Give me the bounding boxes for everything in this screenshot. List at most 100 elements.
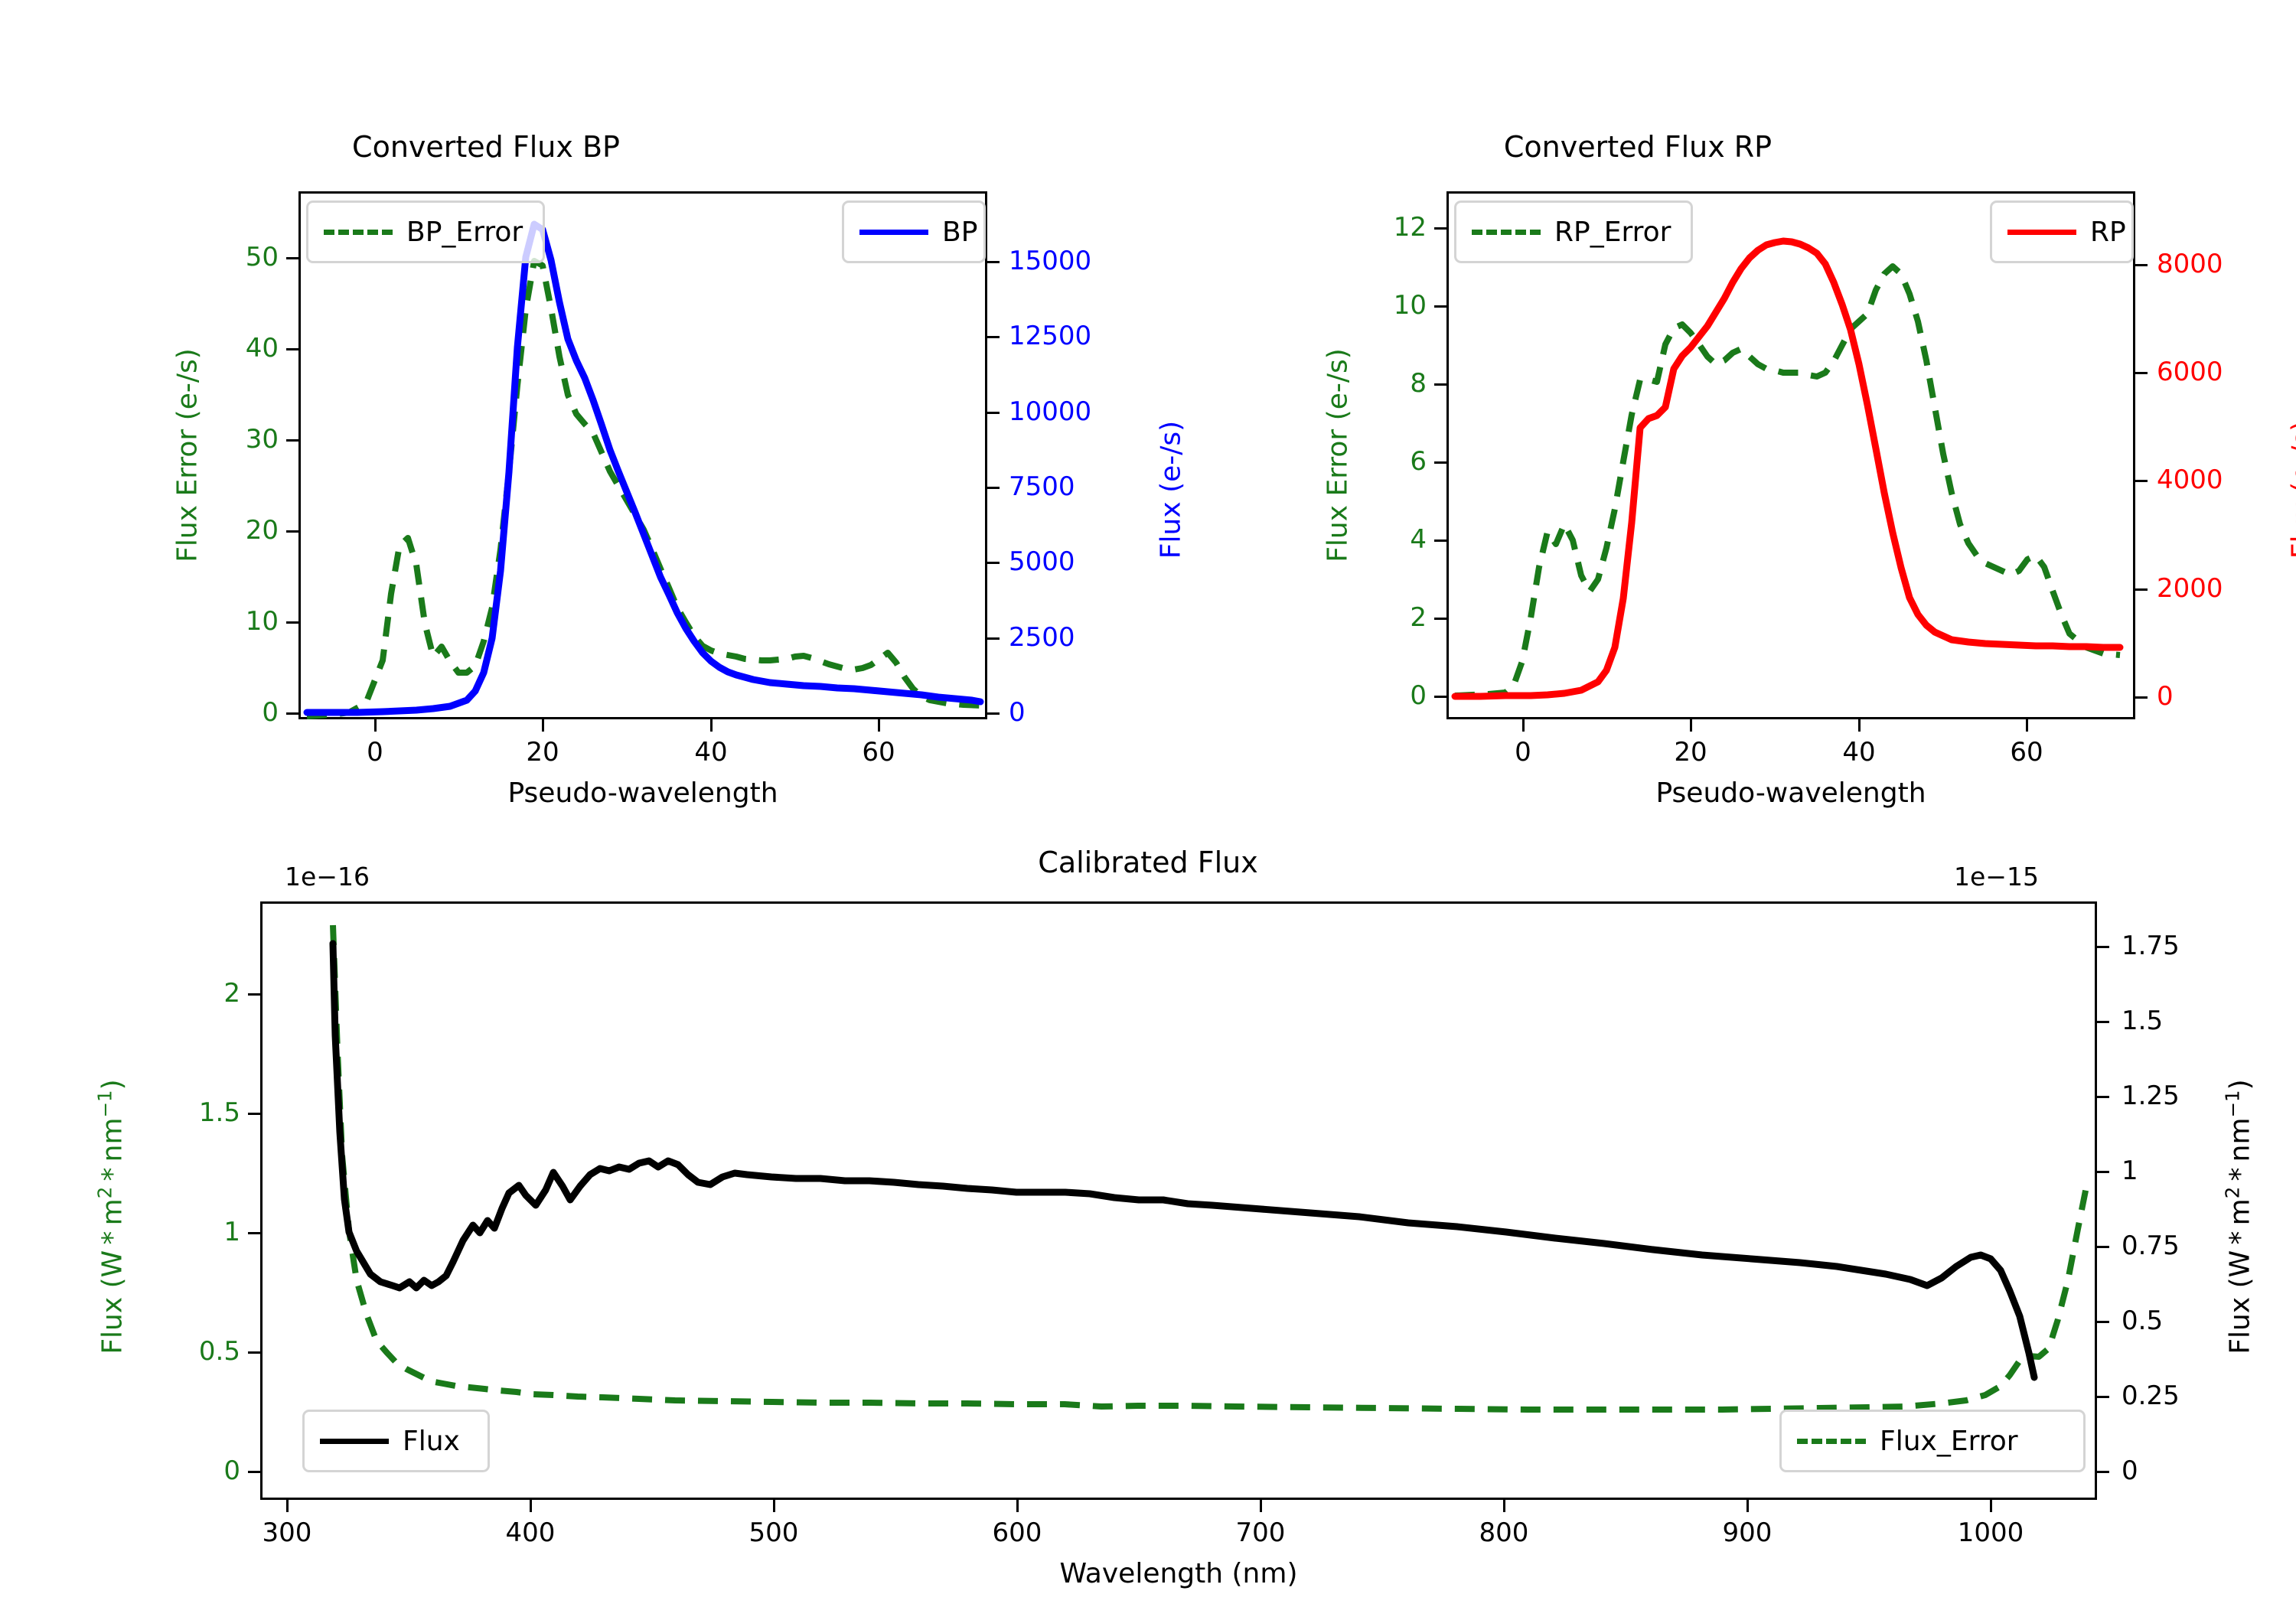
bp-ytick-label-50: 50	[245, 242, 279, 272]
bp-ytick-label-0: 0	[262, 697, 279, 728]
calibrated-flux-error-legend-label: Flux_Error	[1880, 1425, 2018, 1457]
rp-ylabel-right: Flux (e-/s)	[2286, 420, 2296, 559]
bp-ytick-label-30: 30	[245, 424, 279, 455]
bp-ytick-label-40: 40	[245, 333, 279, 363]
bp-y2tick-mark-7500	[987, 487, 1000, 489]
bp-error-legend-label: BP_Error	[406, 216, 523, 248]
bp-y2tick-label-12500: 12500	[1009, 321, 1092, 351]
rp-ytick-label-12: 12	[1393, 212, 1427, 243]
cal-y2tick-label-000: 0	[2122, 1455, 2138, 1486]
cal-xtick-label-800: 800	[1479, 1517, 1529, 1548]
bp-xtick-mark-0	[374, 719, 377, 732]
rp-flux-legend[interactable]: RP	[1990, 200, 2134, 263]
cal-xtick-label-900: 900	[1722, 1517, 1773, 1548]
bp-xtick-label-60: 60	[862, 737, 895, 768]
rp-ylabel-left: Flux Error (e-/s)	[1322, 348, 1354, 562]
bp-ytick-mark-10	[286, 621, 298, 624]
rp-ytick-mark-6	[1434, 461, 1446, 464]
calibrated-flux-error-legend[interactable]: Flux_Error	[1779, 1410, 2086, 1472]
bp-y2tick-mark-15000	[987, 261, 1000, 263]
rp-y2tick-label-2000: 2000	[2157, 573, 2223, 604]
rp-flux-legend-label: RP	[2090, 216, 2126, 248]
rp-error-curve	[1454, 263, 2121, 699]
rp-ytick-label-2: 2	[1410, 602, 1427, 633]
bp-flux-legend[interactable]: BP	[842, 200, 986, 263]
cal-xtick-mark-600	[1016, 1500, 1019, 1512]
cal-xtick-mark-900	[1746, 1500, 1749, 1512]
calibrated-offset-right: 1e−15	[1954, 862, 2039, 892]
calibrated-flux-legend-swatch	[320, 1438, 389, 1444]
bp-xtick-label-20: 20	[526, 737, 559, 768]
rp-error-legend-swatch	[1472, 229, 1541, 235]
rp-y2tick-mark-4000	[2135, 480, 2148, 482]
bp-xtick-mark-40	[710, 719, 713, 732]
calibrated-plot-title: Calibrated Flux	[1038, 846, 1258, 879]
rp-plot-title: Converted Flux RP	[1503, 130, 1773, 164]
bp-y2tick-mark-2500	[987, 637, 1000, 640]
rp-xtick-mark-60	[2026, 719, 2028, 732]
bp-y2tick-label-2500: 2500	[1009, 622, 1075, 653]
cal-xtick-label-500: 500	[748, 1517, 799, 1548]
cal-y2tick-label-050: 0.5	[2122, 1305, 2164, 1336]
calibrated-flux-legend-label: Flux	[403, 1425, 460, 1457]
cal-xtick-label-600: 600	[992, 1517, 1042, 1548]
bp-flux-curve	[303, 220, 984, 716]
panel-converted-flux-bp: Converted Flux BP 0 10 20 30 40 50 Flux …	[0, 0, 1187, 819]
cal-ytick-label-15: 1.5	[198, 1097, 240, 1128]
calibrated-flux-error-curve	[330, 924, 2091, 1413]
cal-xtick-mark-1000	[1990, 1500, 1992, 1512]
rp-y2tick-label-0: 0	[2157, 681, 2174, 712]
rp-xtick-mark-0	[1522, 719, 1525, 732]
panel-calibrated-flux: Calibrated Flux 1e−16 1e−15 0 0.5 1 1.5 …	[0, 819, 2296, 1607]
cal-y2tick-mark-000	[2097, 1471, 2109, 1473]
rp-ytick-mark-0	[1434, 696, 1446, 698]
rp-xlabel: Pseudo-wavelength	[1655, 777, 1926, 809]
cal-ytick-mark-05	[248, 1351, 260, 1354]
cal-y2tick-mark-125	[2097, 1096, 2109, 1098]
bp-xtick-label-0: 0	[367, 737, 383, 768]
cal-y2tick-mark-050	[2097, 1321, 2109, 1323]
calibrated-axes-frame	[260, 901, 2097, 1500]
bp-y2tick-label-15000: 15000	[1009, 246, 1092, 276]
rp-y2tick-label-8000: 8000	[2157, 249, 2223, 279]
rp-ytick-mark-8	[1434, 383, 1446, 386]
bp-flux-legend-label: BP	[942, 216, 978, 248]
rp-axes-frame	[1446, 191, 2135, 719]
rp-ytick-mark-10	[1434, 305, 1446, 308]
rp-flux-legend-swatch	[2007, 229, 2076, 235]
bp-flux-legend-swatch	[859, 229, 928, 235]
bp-y2tick-mark-12500	[987, 336, 1000, 338]
cal-xtick-mark-800	[1503, 1500, 1505, 1512]
cal-xtick-label-400: 400	[505, 1517, 556, 1548]
bp-y2tick-mark-10000	[987, 412, 1000, 414]
bp-error-curve	[306, 258, 981, 719]
bp-error-legend-swatch	[324, 229, 393, 235]
bp-ytick-mark-20	[286, 530, 298, 533]
cal-y2tick-mark-075	[2097, 1246, 2109, 1248]
rp-xtick-mark-40	[1858, 719, 1861, 732]
bp-y2tick-label-0: 0	[1009, 697, 1026, 728]
cal-y2tick-label-125: 1.25	[2122, 1081, 2180, 1111]
cal-xtick-label-700: 700	[1235, 1517, 1286, 1548]
rp-y2tick-label-4000: 4000	[2157, 464, 2223, 495]
rp-y2tick-mark-8000	[2135, 264, 2148, 266]
cal-ytick-mark-20	[248, 993, 260, 996]
cal-y2tick-label-075: 0.75	[2122, 1231, 2180, 1261]
rp-y2tick-mark-2000	[2135, 588, 2148, 591]
cal-xlabel: Wavelength (nm)	[1059, 1558, 1298, 1589]
calibrated-flux-error-legend-swatch	[1797, 1438, 1866, 1444]
bp-error-legend[interactable]: BP_Error	[306, 200, 545, 263]
bp-ytick-mark-50	[286, 257, 298, 259]
rp-ytick-label-8: 8	[1410, 368, 1427, 399]
cal-ytick-mark-0	[248, 1471, 260, 1473]
bp-xlabel: Pseudo-wavelength	[507, 777, 778, 809]
cal-ylabel-left: Flux (W * m2 * nm−1)	[93, 1079, 129, 1354]
bp-y2tick-mark-5000	[987, 562, 1000, 564]
cal-y2tick-label-175: 1.75	[2122, 931, 2180, 961]
calibrated-flux-legend[interactable]: Flux	[302, 1410, 490, 1472]
rp-y2tick-mark-6000	[2135, 372, 2148, 374]
bp-xtick-mark-20	[542, 719, 544, 732]
cal-ytick-label-05: 0.5	[198, 1336, 240, 1367]
rp-error-legend[interactable]: RP_Error	[1454, 200, 1693, 263]
